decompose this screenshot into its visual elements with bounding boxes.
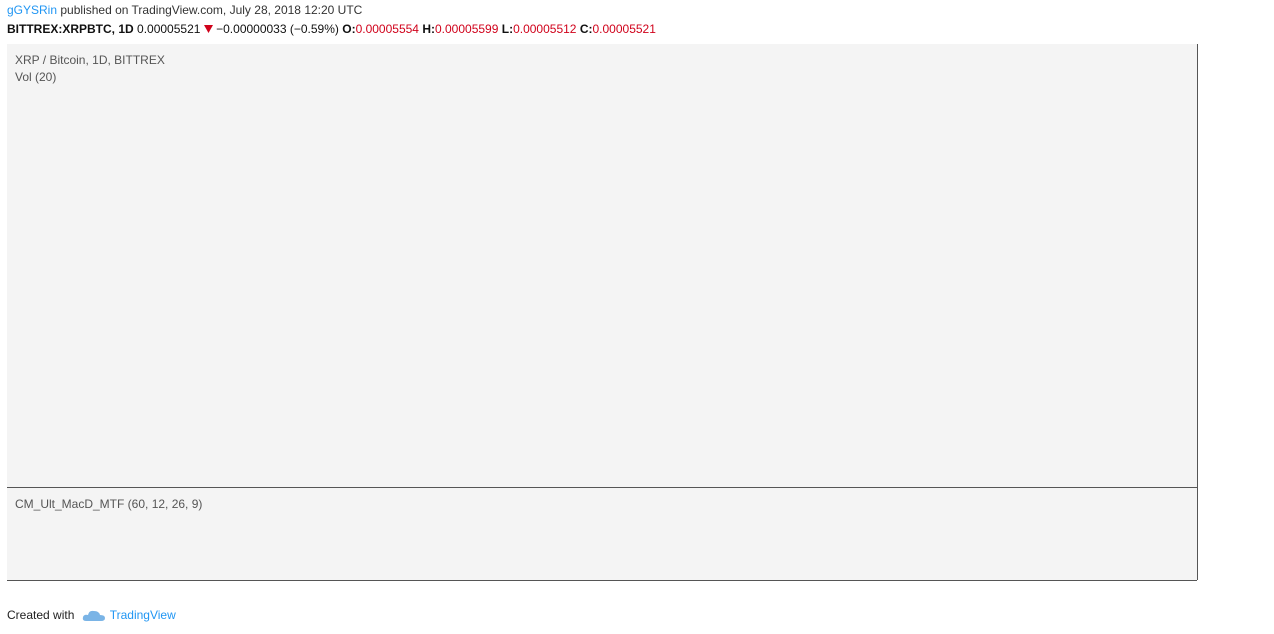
open: 0.00005554: [355, 22, 419, 36]
open-label: O:: [342, 22, 356, 36]
close: 0.00005521: [592, 22, 656, 36]
indicator-title: CM_Ult_MacD_MTF (60, 12, 26, 9): [15, 497, 202, 511]
change: −0.00000033 (−0.59%): [216, 22, 339, 36]
created-with: Created with: [7, 608, 75, 622]
logo: [82, 610, 105, 621]
header-line: gGYSRin published on TradingView.com, Ju…: [7, 3, 362, 17]
last: 0.00005521: [137, 22, 201, 36]
volume-label: Vol (20): [15, 70, 56, 84]
high-label: H:: [422, 22, 435, 36]
macd-pane: [7, 488, 1197, 580]
price-pane: [7, 44, 1197, 487]
low-label: L:: [501, 22, 514, 36]
low: 0.00005512: [513, 22, 577, 36]
author[interactable]: gGYSRin: [7, 3, 58, 17]
brand[interactable]: TradingView: [109, 608, 176, 622]
symbol: BITTREX:XRPBTC, 1D: [7, 22, 134, 36]
chart: XRP / Bitcoin, 1D, BITTREX Vol (20) CM_U…: [7, 44, 1198, 581]
high: 0.00005599: [435, 22, 499, 36]
down-arrow: [203, 25, 213, 33]
footer: Created with TradingView: [7, 608, 176, 623]
published-note: published on TradingView.com, July 28, 2…: [60, 3, 363, 17]
close-label: C:: [579, 22, 593, 36]
chart-title: XRP / Bitcoin, 1D, BITTREX: [15, 53, 165, 67]
symbol-line: BITTREX:XRPBTC, 1D 0.00005521 −0.0000003…: [7, 22, 656, 36]
